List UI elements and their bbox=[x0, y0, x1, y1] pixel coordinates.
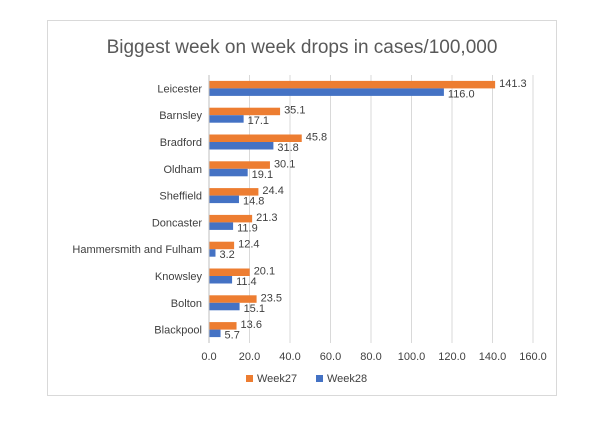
x-tick-label: 20.0 bbox=[239, 351, 260, 363]
category-label: Barnsley bbox=[159, 110, 202, 122]
x-tick-label: 160.0 bbox=[519, 351, 547, 363]
data-label: 12.4 bbox=[238, 239, 259, 251]
data-label: 141.3 bbox=[499, 78, 527, 90]
data-label: 24.4 bbox=[262, 185, 283, 197]
x-tick-label: 100.0 bbox=[398, 351, 426, 363]
legend-swatch bbox=[316, 375, 323, 382]
category-label: Blackpool bbox=[154, 325, 202, 337]
x-tick-label: 60.0 bbox=[320, 351, 341, 363]
bar-week28 bbox=[209, 142, 273, 150]
bar-week28 bbox=[209, 115, 244, 123]
legend-label: Week27 bbox=[257, 373, 297, 385]
data-label: 3.2 bbox=[219, 249, 234, 261]
bar-week27 bbox=[209, 188, 258, 196]
bar-week28 bbox=[209, 330, 221, 338]
data-label: 31.8 bbox=[277, 142, 298, 154]
data-label: 116.0 bbox=[448, 88, 475, 100]
data-label: 20.1 bbox=[254, 266, 275, 278]
category-label: Knowsley bbox=[155, 271, 203, 283]
data-label: 19.1 bbox=[252, 169, 273, 181]
data-label: 11.4 bbox=[236, 276, 257, 288]
bar-week28 bbox=[209, 196, 239, 204]
category-label: Oldham bbox=[163, 164, 202, 176]
category-label: Bolton bbox=[171, 298, 202, 310]
data-label: 11.9 bbox=[237, 222, 258, 234]
x-tick-label: 40.0 bbox=[279, 351, 300, 363]
chart-frame: Biggest week on week drops in cases/100,… bbox=[47, 20, 557, 396]
bar-week28 bbox=[209, 303, 240, 311]
legend-swatch bbox=[246, 375, 253, 382]
chart-title: Biggest week on week drops in cases/100,… bbox=[107, 37, 498, 58]
bar-week27 bbox=[209, 161, 270, 169]
x-tick-label: 120.0 bbox=[438, 351, 466, 363]
bar-week27 bbox=[209, 295, 257, 303]
bar-week27 bbox=[209, 269, 250, 277]
bar-week27 bbox=[209, 215, 252, 223]
bar-week28 bbox=[209, 276, 232, 284]
data-label: 13.6 bbox=[241, 319, 262, 331]
category-label: Sheffield bbox=[159, 191, 202, 203]
data-label: 30.1 bbox=[274, 158, 295, 170]
category-label: Leicester bbox=[157, 83, 202, 95]
bar-week28 bbox=[209, 222, 233, 230]
category-label: Bradford bbox=[160, 137, 202, 149]
bar-week28 bbox=[209, 88, 444, 96]
bar-week27 bbox=[209, 81, 495, 89]
data-label: 21.3 bbox=[256, 212, 277, 224]
x-tick-label: 80.0 bbox=[360, 351, 381, 363]
bar-week27 bbox=[209, 322, 237, 330]
bar-week27 bbox=[209, 108, 280, 116]
data-label: 14.8 bbox=[243, 196, 264, 208]
category-label: Hammersmith and Fulham bbox=[72, 244, 202, 256]
bar-week28 bbox=[209, 169, 248, 177]
bar-week27 bbox=[209, 135, 302, 143]
data-label: 45.8 bbox=[306, 132, 327, 144]
data-label: 15.1 bbox=[244, 303, 265, 315]
bar-week27 bbox=[209, 242, 234, 250]
bar-chart: Biggest week on week drops in cases/100,… bbox=[48, 21, 556, 395]
legend-label: Week28 bbox=[327, 373, 367, 385]
category-label: Doncaster bbox=[152, 217, 202, 229]
x-tick-label: 0.0 bbox=[201, 351, 216, 363]
bar-week28 bbox=[209, 249, 215, 257]
x-tick-label: 140.0 bbox=[479, 351, 507, 363]
data-label: 17.1 bbox=[248, 115, 269, 127]
data-label: 5.7 bbox=[225, 330, 240, 342]
data-label: 35.1 bbox=[284, 105, 305, 117]
